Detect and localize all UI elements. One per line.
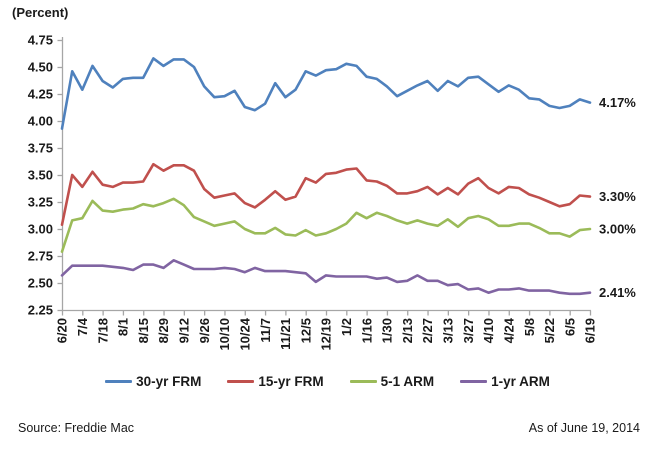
x-axis-tick-label: 1/30 [380,318,395,343]
x-axis-tick-label: 2/27 [420,318,435,343]
series-end-label: 3.00% [599,222,636,237]
x-axis-tick-label: 3/13 [441,318,456,343]
x-axis-tick-label: 10/24 [237,317,252,350]
x-axis-tick-label: 8/29 [156,318,171,343]
x-axis-tick-label: 4/10 [481,318,496,343]
x-axis-tick-label: 4/24 [501,317,516,343]
y-axis-tick-label: 3.25 [28,195,53,210]
x-axis-tick-label: 9/12 [177,318,192,343]
x-axis-tick-label: 12/5 [298,318,313,343]
legend-item-1yr-arm: 1-yr ARM [460,374,550,389]
x-axis-tick-label: 12/19 [319,318,334,351]
y-axis-tick-label: 4.25 [28,87,53,102]
x-axis-tick-label: 9/26 [197,318,212,343]
y-axis-tick-label: 3.75 [28,141,53,156]
x-axis-tick-label: 1/2 [339,318,354,336]
series-line-30-yr-frm [60,57,592,130]
legend-line-swatch [349,380,377,383]
y-axis-tick-label: 2.25 [28,303,53,318]
y-axis-tick-label: 4.75 [28,33,53,48]
x-axis-tick-label: 11/21 [278,318,293,350]
x-axis-tick-label: 6/20 [55,318,70,343]
y-axis-tick-label: 3.50 [28,168,53,183]
legend-item-15yr-frm: 15-yr FRM [227,374,324,389]
y-axis-unit-label: (Percent) [12,5,69,20]
legend-label: 5-1 ARM [380,374,435,389]
x-axis-tick-label: 1/16 [359,318,374,343]
x-axis-tick-label: 7/18 [95,318,110,343]
x-axis-tick-label: 2/13 [400,318,415,343]
chart-legend: 30-yr FRM 15-yr FRM 5-1 ARM 1-yr ARM [0,374,655,389]
y-axis-tick-label: 2.75 [28,249,53,264]
as-of-date: As of June 19, 2014 [528,421,640,435]
x-axis-tick-label: 8/1 [116,318,131,336]
legend-line-swatch [105,380,133,383]
series-line-5-1-arm [60,197,592,253]
y-axis-tick-label: 3.00 [28,222,53,237]
x-axis-tick-label: 11/7 [258,318,273,343]
series-end-label: 3.30% [599,189,636,204]
legend-item-30yr-frm: 30-yr FRM [105,374,201,389]
series-end-label: 4.17% [599,95,636,110]
y-axis-tick-label: 4.00 [28,114,53,129]
x-axis-tick-label: 8/15 [136,318,151,343]
x-axis-tick-label: 10/10 [217,318,232,351]
legend-label: 15-yr FRM [258,374,324,389]
legend-label: 30-yr FRM [136,374,202,389]
legend-line-swatch [460,380,488,383]
source-attribution: Source: Freddie Mac [18,421,135,435]
legend-line-swatch [227,380,255,383]
series-line-15-yr-frm [60,162,592,226]
y-axis-tick-label: 2.50 [28,276,53,291]
x-axis-tick-label: 3/27 [461,318,476,343]
legend-item-5-1-arm: 5-1 ARM [349,374,435,389]
series-end-label: 2.41% [599,285,636,300]
x-axis-tick-label: 6/19 [583,318,598,343]
x-axis-tick-label: 6/5 [562,318,577,336]
series-line-1-yr-arm [60,258,592,296]
x-axis-tick-label: 5/22 [542,318,557,343]
x-axis-tick-label: 5/8 [522,318,537,336]
legend-label: 1-yr ARM [491,374,550,389]
x-axis-tick-label: 7/4 [75,317,90,336]
y-axis-tick-label: 4.50 [28,60,53,75]
